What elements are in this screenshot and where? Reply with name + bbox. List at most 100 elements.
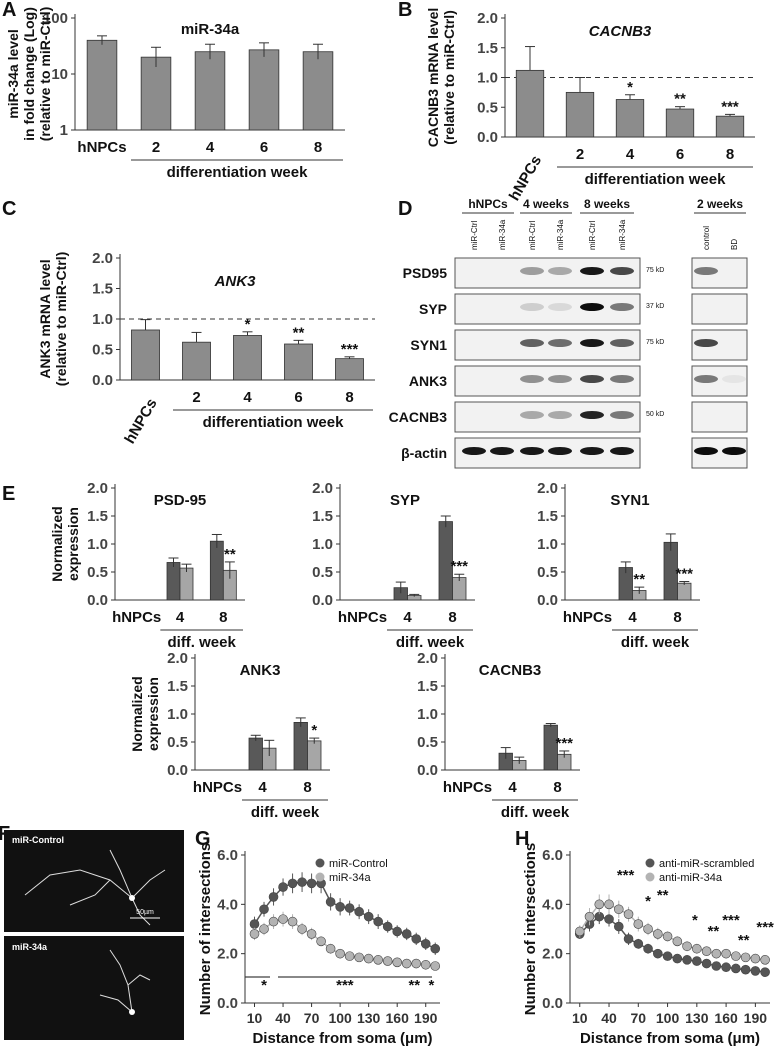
point <box>430 943 441 954</box>
band <box>548 303 572 311</box>
lane-label: miR-34a <box>556 219 565 250</box>
band <box>722 375 746 383</box>
point <box>344 951 355 961</box>
row-label: SYP <box>419 301 447 317</box>
significance: ** <box>633 571 645 588</box>
significance: * <box>692 912 698 929</box>
size-marker: 75 kD <box>646 339 664 346</box>
point <box>420 938 431 949</box>
x-tick-label: 4 <box>626 146 635 163</box>
point <box>354 906 364 917</box>
point <box>760 955 770 965</box>
point <box>344 903 355 913</box>
lane-label: miR-Ctrl <box>588 220 597 250</box>
band <box>580 339 604 347</box>
point <box>335 948 345 959</box>
group-label: 4 weeks <box>523 197 569 211</box>
band <box>610 447 634 455</box>
y-tick-label: 0.0 <box>477 129 498 146</box>
x-tick-label: 8 <box>448 609 456 626</box>
point <box>653 948 663 959</box>
lane-label: miR-Ctrl <box>470 220 479 250</box>
legend-label: anti-miR-scrambled <box>659 858 754 870</box>
significance: *** <box>756 919 774 936</box>
legend-marker <box>645 858 655 868</box>
point <box>613 904 624 915</box>
significance: * <box>311 722 317 739</box>
significance: *** <box>617 867 635 884</box>
point <box>701 958 712 969</box>
panel-letter: G <box>195 828 211 850</box>
x-axis-label: diff. week <box>396 634 465 651</box>
y-axis-label: ANK3 mRNA level <box>37 259 53 378</box>
blot-strip <box>454 293 641 325</box>
bar <box>248 737 263 771</box>
significance: *** <box>450 558 468 575</box>
point <box>325 897 336 907</box>
band <box>610 267 634 275</box>
y-tick-label: 0.5 <box>312 564 333 581</box>
band <box>548 411 572 419</box>
x-tick-label: 190 <box>744 1010 768 1026</box>
legend-label: miR-34a <box>329 872 371 884</box>
band <box>694 447 718 455</box>
bar <box>565 91 595 138</box>
band <box>548 267 572 275</box>
point <box>662 931 673 942</box>
point <box>382 956 393 966</box>
point <box>643 943 653 954</box>
point <box>682 941 692 952</box>
y-tick-label: 6.0 <box>217 847 238 864</box>
significance: *** <box>722 912 740 929</box>
y-tick-label: 0.5 <box>537 564 558 581</box>
bar <box>248 49 280 131</box>
significance: * <box>261 977 267 994</box>
x-tick-label: 2 <box>192 389 200 406</box>
x-tick-label: 8 <box>303 779 311 796</box>
point <box>711 961 722 971</box>
panel-letter: A <box>2 0 16 21</box>
x-tick-label: 8 <box>726 146 734 163</box>
point <box>430 961 441 971</box>
y-tick-label: 2.0 <box>477 10 498 27</box>
bar <box>293 722 308 771</box>
x-tick-label: 2 <box>152 139 160 156</box>
y-tick-label: 1 <box>60 122 68 139</box>
y-tick-label: 0.0 <box>537 592 558 609</box>
blot-strip <box>454 329 641 361</box>
band <box>520 411 544 419</box>
point <box>268 916 279 927</box>
chart-title: CACNB3 <box>479 662 542 679</box>
x-axis-label: differentiation week <box>203 414 345 431</box>
y-tick-label: 2.0 <box>542 946 563 963</box>
group-label: 2 weeks <box>697 197 743 211</box>
point <box>740 952 751 963</box>
chart-title: PSD-95 <box>154 492 207 509</box>
x-tick-label: hNPCs <box>443 779 492 796</box>
chart-title: miR-34a <box>181 21 240 38</box>
significance: * <box>645 893 651 910</box>
y-tick-label: 2.0 <box>312 480 333 497</box>
x-tick-label: hNPCs <box>193 779 242 796</box>
y-tick-label: 2.0 <box>417 650 438 667</box>
point <box>278 882 288 892</box>
y-tick-label: 10 <box>51 66 68 83</box>
point <box>750 953 761 964</box>
point <box>249 929 260 939</box>
x-tick-label: 8 <box>673 609 681 626</box>
point <box>692 943 702 954</box>
point <box>306 929 317 939</box>
band <box>548 447 572 455</box>
point <box>604 914 614 924</box>
row-label: PSD95 <box>403 265 448 281</box>
row-label: β-actin <box>401 445 447 461</box>
y-tick-label: 2.0 <box>92 250 113 267</box>
point <box>259 904 269 915</box>
y-tick-label: 2.0 <box>87 480 108 497</box>
significance: *** <box>341 341 359 358</box>
band <box>520 447 544 455</box>
bar <box>677 582 692 601</box>
chart-title: SYP <box>390 492 420 509</box>
size-marker: 50 kD <box>646 411 664 418</box>
